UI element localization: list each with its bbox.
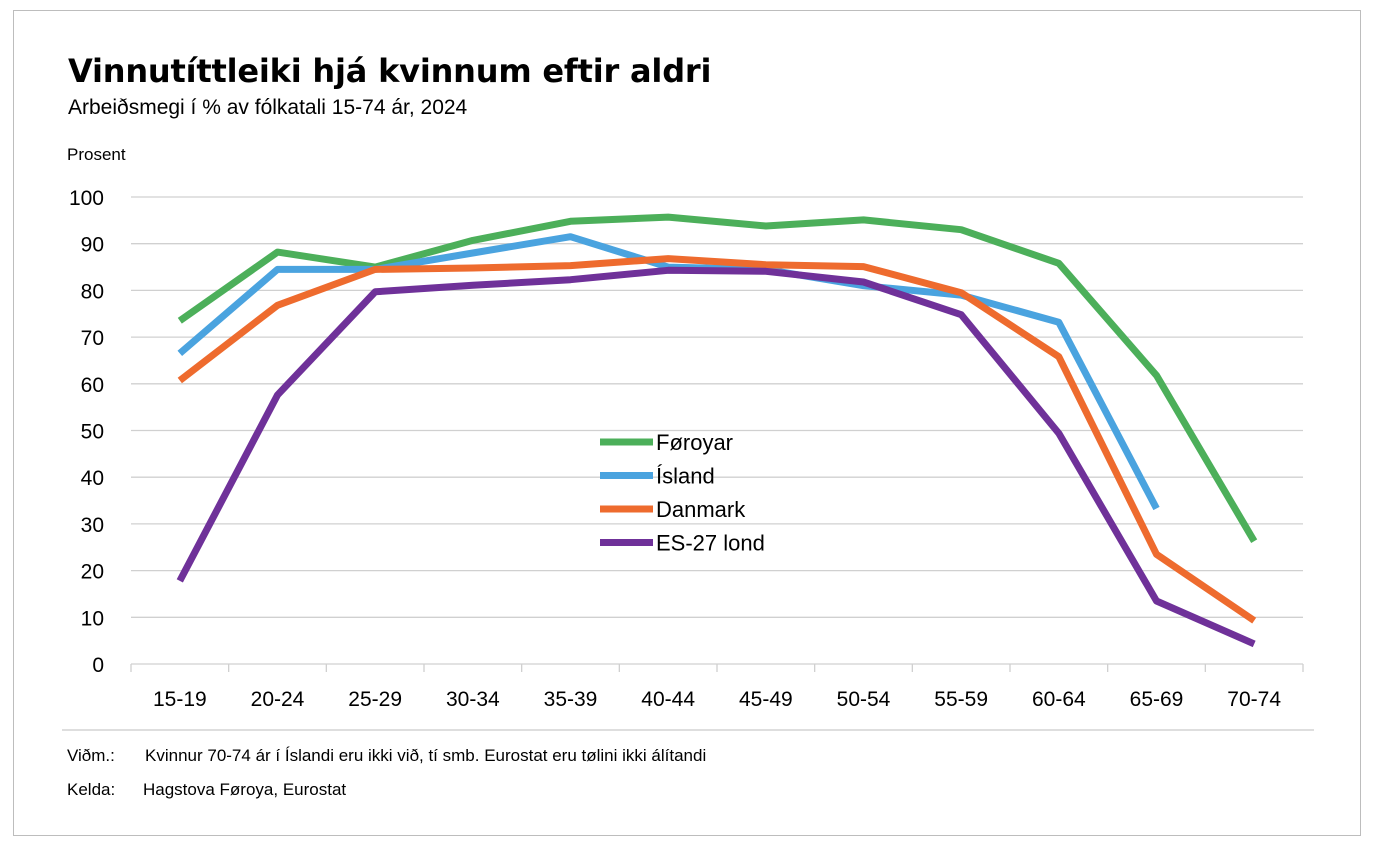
x-tick-label: 40-44 [641,688,695,711]
y-tick-label: 20 [81,561,104,584]
y-tick-label: 40 [81,467,104,490]
source-row: Kelda: Hagstova Føroya, Eurostat [67,780,346,800]
chart-frame [13,10,1361,836]
y-tick-label: 30 [81,514,104,537]
legend-label: ES-27 lond [656,531,765,556]
y-tick-label: 100 [69,187,104,210]
y-tick-label: 90 [81,234,104,257]
chart-subtitle: Arbeiðsmegi í % av fólkatali 15-74 ár, 2… [68,96,468,119]
x-tick-label: 15-19 [153,688,207,711]
y-tick-label: 10 [81,607,104,630]
legend: Føroyar Ísland Danmark ES-27 lond [600,430,765,556]
x-tick-label: 70-74 [1227,688,1281,711]
y-tick-label: 60 [81,374,104,397]
y-tick-label: 50 [81,421,104,444]
note-label: Viðm.: [67,746,115,765]
x-tick-label: 60-64 [1032,688,1086,711]
source-text: Hagstova Føroya, Eurostat [143,780,347,799]
x-tick-label: 65-69 [1130,688,1184,711]
x-tick-label: 45-49 [739,688,793,711]
series-lines [176,213,1258,648]
y-tick-label: 80 [81,280,104,303]
legend-label: Føroyar [656,430,733,455]
y-tick-label: 0 [92,654,104,677]
chart-title: Vinnutíttleiki hjá kvinnum eftir aldri [68,52,712,90]
source-label: Kelda: [67,780,116,799]
note-text: Kvinnur 70-74 ár í Íslandi eru ikki við,… [145,746,707,765]
series-line-3 [177,255,1257,624]
x-tick-label: 20-24 [251,688,305,711]
x-tick-label: 25-29 [348,688,402,711]
note-row: Viðm.: Kvinnur 70-74 ár í Íslandi eru ikk… [67,746,706,766]
y-axis-label: Prosent [67,145,126,164]
x-tick-label: 30-34 [446,688,500,711]
x-tick-label: 50-54 [837,688,891,711]
series-line-1 [177,213,1258,543]
legend-label: Danmark [656,497,746,522]
x-tick-label: 55-59 [934,688,988,711]
series-line-4 [176,266,1256,648]
x-tick-label: 35-39 [544,688,598,711]
y-tick-label: 70 [81,327,104,350]
axes: 0 10 20 30 40 50 60 70 80 90 100 15-19 20-24 25-29 30-… [69,187,1304,711]
legend-label: Ísland [656,464,715,489]
